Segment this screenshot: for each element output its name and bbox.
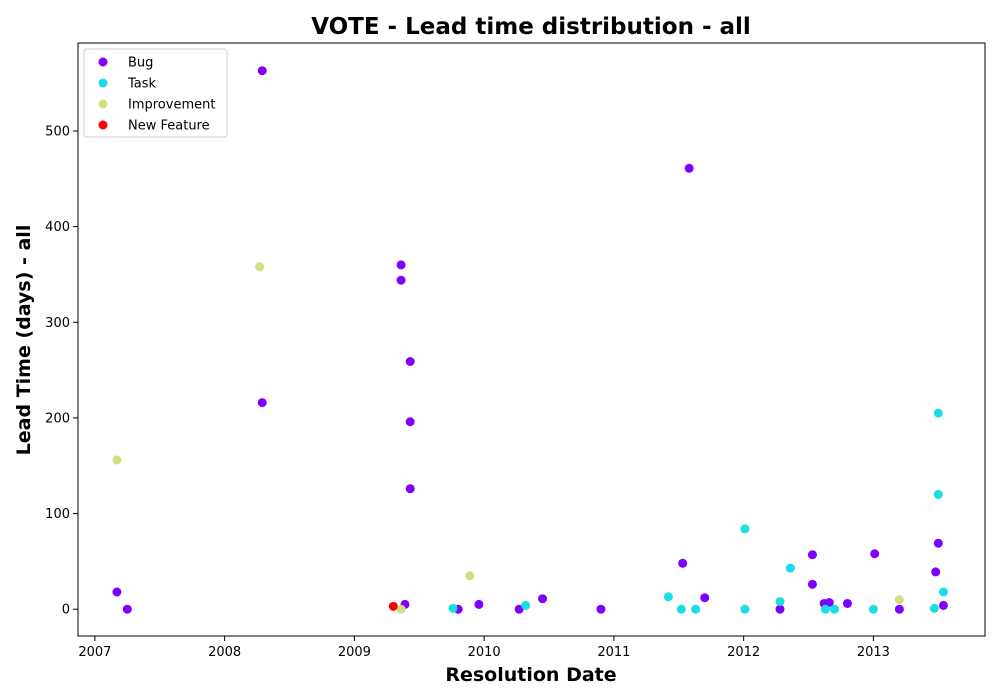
- point-improvement: [112, 455, 122, 465]
- point-task: [521, 600, 531, 610]
- point-bug: [678, 558, 688, 568]
- point-bug: [396, 275, 406, 285]
- point-improvement: [894, 595, 904, 605]
- point-bug: [405, 484, 415, 494]
- point-task: [933, 489, 943, 499]
- point-improvement: [396, 604, 406, 614]
- point-bug: [396, 260, 406, 270]
- y-tick-label: 200: [45, 411, 70, 426]
- point-bug: [122, 604, 132, 614]
- y-axis: 0 100 200 300 400 500: [45, 124, 78, 618]
- point-bug: [894, 604, 904, 614]
- point-bug: [842, 598, 852, 608]
- legend-label-task: Task: [127, 77, 157, 92]
- point-improvement: [255, 262, 265, 272]
- x-tick-label: 2009: [338, 645, 371, 660]
- x-tick-label: 2012: [727, 645, 760, 660]
- point-bug: [474, 599, 484, 609]
- point-bug: [807, 579, 817, 589]
- point-bug: [514, 604, 524, 614]
- x-tick-label: 2011: [597, 645, 630, 660]
- point-task: [740, 604, 750, 614]
- legend-label-bug: Bug: [128, 56, 153, 71]
- point-bug: [870, 549, 880, 559]
- legend-box: [83, 48, 228, 138]
- x-tick-label: 2013: [857, 645, 890, 660]
- x-tick-label: 2010: [468, 645, 501, 660]
- point-task: [691, 604, 701, 614]
- point-bug: [933, 538, 943, 548]
- data-points: [112, 66, 948, 614]
- point-bug: [112, 587, 122, 597]
- point-bug: [700, 593, 710, 603]
- point-bug: [257, 398, 267, 408]
- point-task: [938, 587, 948, 597]
- point-bug: [405, 417, 415, 427]
- y-tick-label: 500: [45, 124, 70, 139]
- point-bug: [684, 163, 694, 173]
- point-task: [448, 603, 458, 613]
- y-tick-label: 0: [62, 603, 70, 618]
- plot-area-frame: [77, 42, 986, 637]
- point-task: [663, 592, 673, 602]
- legend-label-improvement: Improvement: [128, 98, 215, 113]
- point-task: [676, 604, 686, 614]
- legend-marker-new-feature: [98, 120, 108, 130]
- point-bug: [938, 600, 948, 610]
- legend-marker-bug: [98, 57, 108, 67]
- point-bug: [405, 356, 415, 366]
- point-task: [740, 524, 750, 534]
- y-tick-label: 100: [45, 507, 70, 522]
- point-task: [933, 408, 943, 418]
- point-bug: [596, 604, 606, 614]
- legend-marker-task: [98, 78, 108, 88]
- legend: Bug Task Improvement New Feature: [83, 48, 228, 138]
- point-bug: [931, 567, 941, 577]
- point-new-feature: [388, 601, 398, 611]
- y-axis-title: Lead Time (days) - all: [13, 225, 35, 456]
- x-tick-label: 2008: [208, 645, 241, 660]
- y-tick-label: 300: [45, 316, 70, 331]
- x-axis-title: Resolution Date: [445, 664, 616, 686]
- point-task: [775, 597, 785, 607]
- point-bug: [807, 550, 817, 560]
- x-axis: 2007 2008 2009 2010 2011 2012 2013: [78, 636, 890, 660]
- point-task: [785, 563, 795, 573]
- chart-title: VOTE - Lead time distribution - all: [311, 14, 751, 40]
- point-improvement: [465, 571, 475, 581]
- point-task: [829, 604, 839, 614]
- x-tick-label: 2007: [78, 645, 111, 660]
- y-tick-label: 400: [45, 220, 70, 235]
- point-bug: [257, 66, 267, 76]
- point-bug: [775, 604, 785, 614]
- legend-marker-improvement: [98, 99, 108, 109]
- point-bug: [824, 598, 834, 608]
- point-task: [929, 603, 939, 613]
- point-task: [868, 604, 878, 614]
- legend-label-new-feature: New Feature: [128, 119, 210, 134]
- point-task: [820, 604, 830, 614]
- point-bug: [538, 594, 548, 604]
